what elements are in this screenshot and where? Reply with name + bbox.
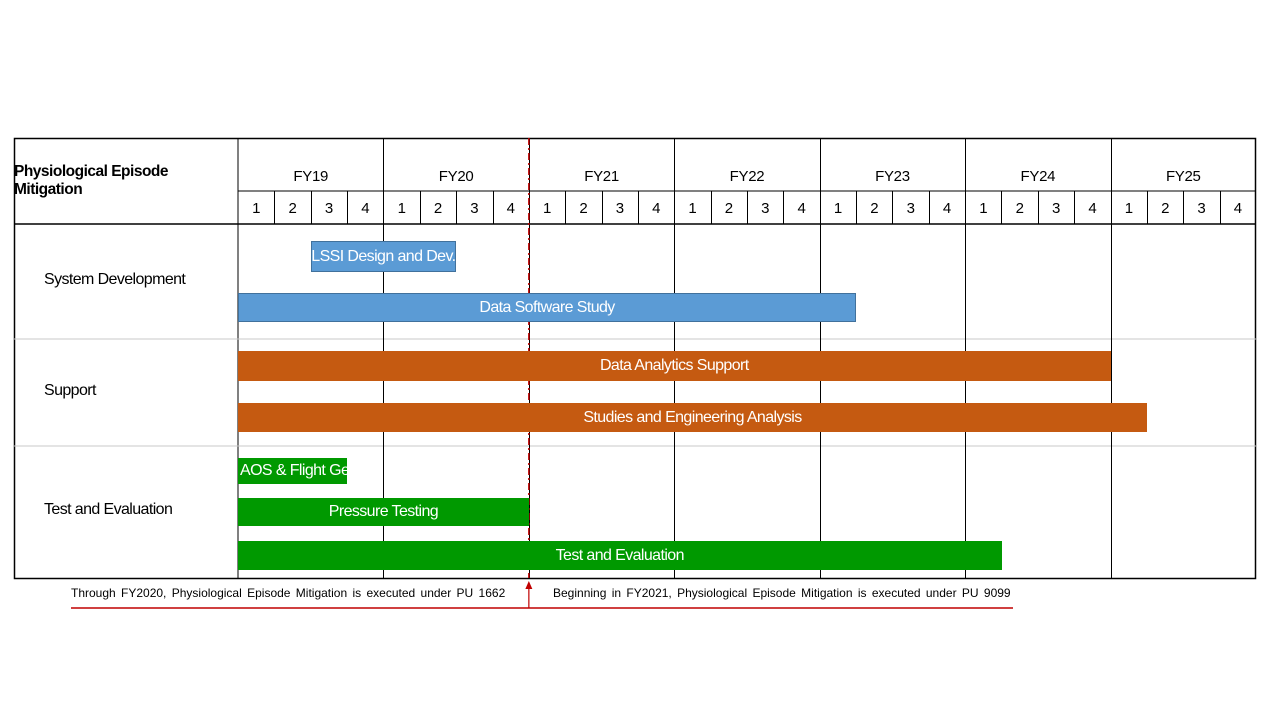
quarter-label: 1 <box>833 200 842 217</box>
task-bar-label: AOS & Flight Gear <box>240 462 363 479</box>
quarter-label: 3 <box>324 200 333 217</box>
task-bar: Test and Evaluation <box>238 541 1002 570</box>
note-right: Beginning in FY2021, Physiological Episo… <box>553 586 1011 600</box>
quarter-label: 4 <box>506 200 515 217</box>
quarter-label: 4 <box>652 200 661 217</box>
quarter-label: 4 <box>797 200 806 217</box>
quarter-label: 1 <box>542 200 552 217</box>
fiscal-year-label: FY20 <box>438 168 474 185</box>
quarter-label: 3 <box>906 200 915 217</box>
task-bar: Data Software Study <box>238 293 857 322</box>
task-bar-label: LSSI Design and Dev. <box>311 247 456 265</box>
quarter-label: 2 <box>724 200 733 217</box>
quarter-label: 2 <box>1015 200 1024 217</box>
note-left: Through FY2020, Physiological Episode Mi… <box>71 586 506 600</box>
task-bar-label: Pressure Testing <box>328 503 439 520</box>
quarter-label: 1 <box>688 200 697 217</box>
task-bar: LSSI Design and Dev. <box>310 241 456 272</box>
row-label: System Development <box>44 270 186 288</box>
quarter-label: 1 <box>252 200 261 217</box>
milestone-arrow-head <box>525 581 533 589</box>
task-bar: Pressure Testing <box>238 498 529 526</box>
chart-frame <box>13 137 1257 580</box>
quarter-label: 1 <box>1124 200 1133 217</box>
quarter-label: 4 <box>942 200 951 217</box>
task-bar: Studies and Engineering Analysis <box>238 403 1147 432</box>
row-label: Test and Evaluation <box>44 501 173 518</box>
quarter-label: 2 <box>288 200 297 217</box>
task-bar-label: Data Analytics Support <box>599 357 749 374</box>
fiscal-year-label: FY21 <box>584 168 619 185</box>
quarter-label: 4 <box>1088 200 1097 217</box>
fiscal-year-label: FY23 <box>875 168 910 185</box>
task-bar-label: Data Software Study <box>479 298 615 316</box>
quarter-label: 3 <box>1197 200 1206 217</box>
fiscal-year-label: FY25 <box>1165 168 1201 185</box>
quarter-label: 4 <box>1233 200 1242 217</box>
fiscal-year-label: FY24 <box>1020 168 1056 185</box>
quarter-label: 1 <box>979 200 988 217</box>
quarter-label: 2 <box>579 200 588 217</box>
quarter-label: 3 <box>761 200 770 217</box>
fiscal-year-label: FY19 <box>293 168 329 185</box>
row-label: Support <box>44 381 96 399</box>
task-bar-label: Test and Evaluation <box>555 546 685 564</box>
task-bar: AOS & Flight Gear <box>238 458 363 484</box>
quarter-label: 2 <box>1161 200 1170 217</box>
quarter-label: 3 <box>470 200 479 217</box>
chart-title: Physiological Episode Mitigation <box>14 163 169 198</box>
task-bar: Data Analytics Support <box>238 351 1111 381</box>
quarter-label: 4 <box>361 200 370 217</box>
task-bar-label: Studies and Engineering Analysis <box>583 408 802 426</box>
quarter-label: 2 <box>433 200 442 217</box>
quarter-label: 3 <box>615 200 624 217</box>
quarter-label: 2 <box>870 200 879 217</box>
quarter-label: 3 <box>1051 200 1061 217</box>
fiscal-year-label: FY22 <box>729 168 765 185</box>
quarter-label: 1 <box>397 200 406 217</box>
